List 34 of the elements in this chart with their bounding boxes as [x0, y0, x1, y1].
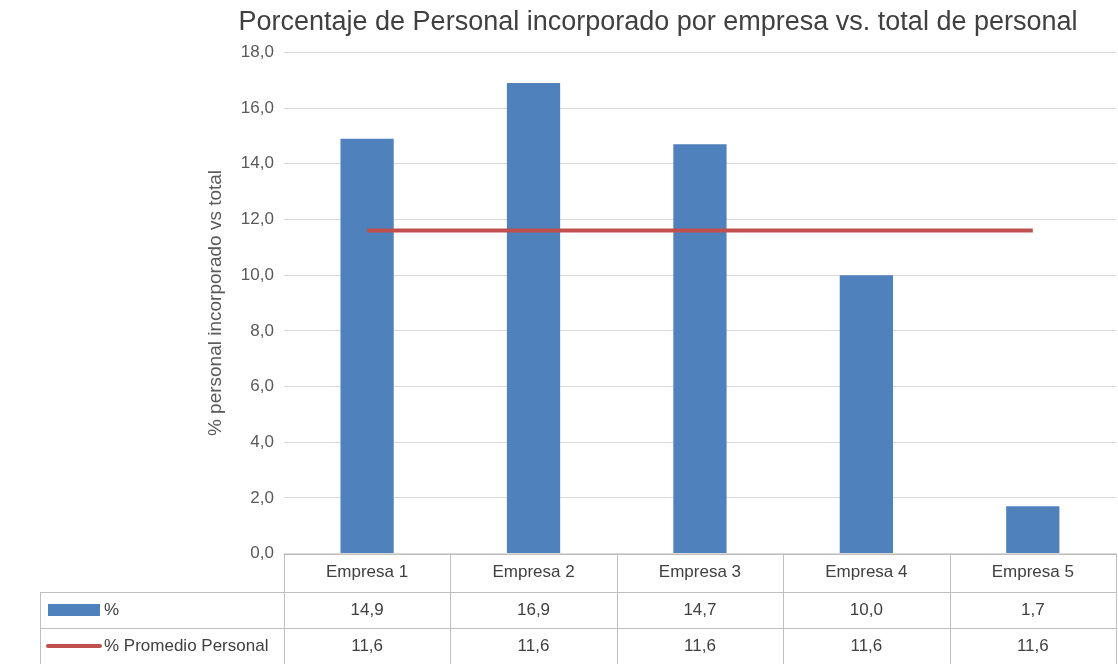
data-label: 14,7: [683, 599, 717, 619]
data-label: 1,7: [1020, 599, 1045, 619]
y-tick-label: 8,0: [250, 320, 274, 340]
data-label: 11,6: [850, 635, 883, 655]
data-label: 11,6: [1016, 635, 1049, 655]
bar: [673, 144, 727, 554]
y-tick-label: 4,0: [250, 431, 274, 451]
x-tick-label: Empresa 4: [825, 562, 908, 582]
y-axis-title: % personal incorporado vs total: [203, 169, 225, 437]
x-tick-label: Empresa 2: [492, 562, 575, 582]
data-label: 14,9: [350, 599, 384, 619]
x-tick-label: Empresa 5: [991, 562, 1074, 582]
y-tick-label: 18,0: [240, 42, 274, 62]
data-label: 10,0: [849, 599, 883, 619]
y-tick-label: 6,0: [250, 376, 274, 396]
y-tick-label: 12,0: [240, 209, 274, 229]
y-tick-label: 10,0: [240, 264, 274, 284]
bar: [1006, 506, 1060, 554]
legend-label: % Promedio Personal: [104, 635, 269, 655]
bar: [506, 83, 561, 554]
chart-title: Porcentaje de Personal incorporado por empresa vs. total de personal: [238, 5, 1078, 36]
y-tick-label: 2,0: [250, 487, 274, 507]
legend-label: %: [104, 599, 120, 619]
bar: [839, 275, 893, 554]
y-tick-label: 16,0: [240, 97, 274, 117]
y-tick-label: 0,0: [250, 543, 274, 563]
bar: [340, 138, 394, 554]
data-label: 11,6: [351, 635, 384, 655]
data-label: 11,6: [684, 635, 716, 655]
x-tick-label: Empresa 1: [326, 562, 409, 582]
x-tick-label: Empresa 3: [658, 562, 742, 582]
y-tick-label: 14,0: [240, 153, 274, 173]
data-label: 11,6: [517, 635, 550, 655]
data-label: 16,9: [516, 599, 551, 619]
